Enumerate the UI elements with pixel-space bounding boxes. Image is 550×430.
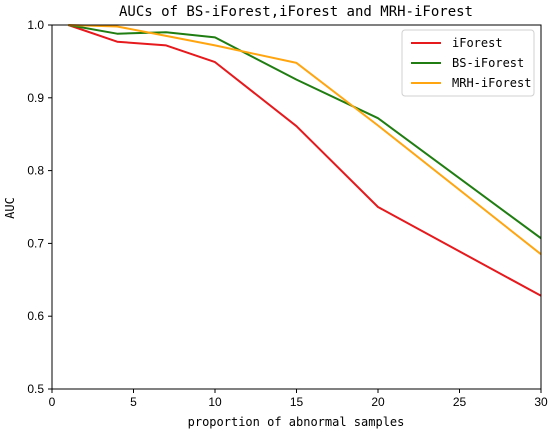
legend-box <box>401 29 535 97</box>
y-tick-label: 0.5 <box>27 382 44 396</box>
y-tick-label: 1.0 <box>27 18 44 32</box>
legend-label-bs-iforest: BS-iForest <box>452 56 524 70</box>
legend-label-iforest: iForest <box>452 36 503 50</box>
plot-area <box>67 24 541 297</box>
legend-label-mrh-iforest: MRH-iForest <box>452 76 531 90</box>
y-tick-label: 0.9 <box>27 91 44 105</box>
y-axis-label: AUC <box>3 197 17 219</box>
x-tick-label: 20 <box>371 395 385 409</box>
x-tick-label: 5 <box>130 395 137 409</box>
series-line-bs-iforest <box>68 24 541 240</box>
y-tick-label: 0.8 <box>27 164 44 178</box>
x-tick-label: 10 <box>208 395 222 409</box>
chart-title: AUCs of BS-iForest,iForest and MRH-iFore… <box>119 4 473 20</box>
y-tick-label: 0.6 <box>27 309 44 323</box>
x-tick-label: 15 <box>290 395 304 409</box>
series-line-mrh-iforest <box>68 24 541 256</box>
x-tick-label: 25 <box>453 395 467 409</box>
x-axis-ticks: 0 5 10 15 20 25 30 <box>49 389 548 409</box>
y-tick-label: 0.7 <box>27 236 44 250</box>
legend: iForest BS-iForest MRH-iForest <box>401 29 535 97</box>
x-tick-label: 30 <box>534 395 548 409</box>
series-line-iforest <box>67 24 541 297</box>
y-axis-ticks: 0.5 0.6 0.7 0.8 0.9 1.0 <box>27 18 52 396</box>
x-tick-label: 0 <box>49 395 56 409</box>
x-axis-label: proportion of abnormal samples <box>188 415 405 429</box>
